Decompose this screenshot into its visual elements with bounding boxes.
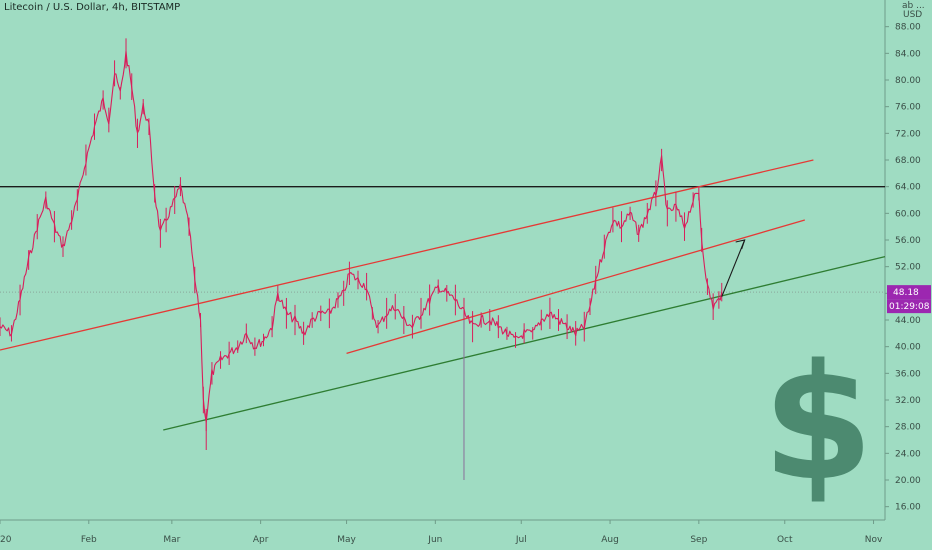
x-tick-label: Jul — [515, 535, 527, 545]
y-tick-label: 72.00 — [895, 129, 921, 139]
y-tick-label: 88.00 — [895, 23, 921, 33]
dollar-sign-watermark: $ — [762, 329, 873, 516]
x-tick-label: May — [337, 535, 356, 545]
forecast-arrow-line — [721, 239, 746, 297]
x-tick-label: 2020 — [0, 535, 12, 545]
x-tick-label: Jun — [427, 535, 442, 545]
y-tick-label: 64.00 — [895, 183, 921, 193]
y-tick-label: 28.00 — [895, 423, 921, 433]
x-tick-label: Nov — [865, 535, 883, 545]
price-axis-panel — [885, 0, 932, 550]
x-tick-label: Sep — [690, 535, 707, 545]
last-price-value: 48.18 — [893, 288, 919, 298]
y-tick-label: 52.00 — [895, 263, 921, 273]
x-tick-label: Oct — [777, 535, 793, 545]
axis-note: ab ... — [902, 1, 925, 11]
trendline-1 — [346, 219, 805, 354]
y-tick-label: 24.00 — [895, 449, 921, 459]
x-tick-label: Aug — [601, 535, 619, 545]
y-tick-label: 56.00 — [895, 236, 921, 246]
y-tick-label: 40.00 — [895, 343, 921, 353]
last-price-badge — [887, 285, 931, 300]
axis-currency: USD — [903, 10, 922, 20]
y-tick-label: 20.00 — [895, 476, 921, 486]
x-tick-label: Mar — [163, 535, 180, 545]
y-tick-label: 84.00 — [895, 49, 921, 59]
forecast-arrow-head — [735, 239, 746, 250]
y-tick-label: 60.00 — [895, 209, 921, 219]
y-tick-label: 68.00 — [895, 156, 921, 166]
countdown-value: 01:29:08 — [889, 302, 930, 312]
y-tick-label: 36.00 — [895, 369, 921, 379]
x-tick-label: Apr — [253, 535, 269, 545]
y-tick-label: 80.00 — [895, 76, 921, 86]
chart-title: Litecoin / U.S. Dollar, 4h, BITSTAMP — [4, 2, 181, 13]
x-tick-label: Feb — [81, 535, 97, 545]
y-tick-label: 32.00 — [895, 396, 921, 406]
y-tick-label: 44.00 — [895, 316, 921, 326]
price-series-line — [0, 50, 723, 423]
countdown-badge — [887, 299, 931, 314]
y-tick-label: 16.00 — [895, 503, 921, 513]
trendline-0 — [0, 159, 814, 351]
y-tick-label: 76.00 — [895, 103, 921, 113]
